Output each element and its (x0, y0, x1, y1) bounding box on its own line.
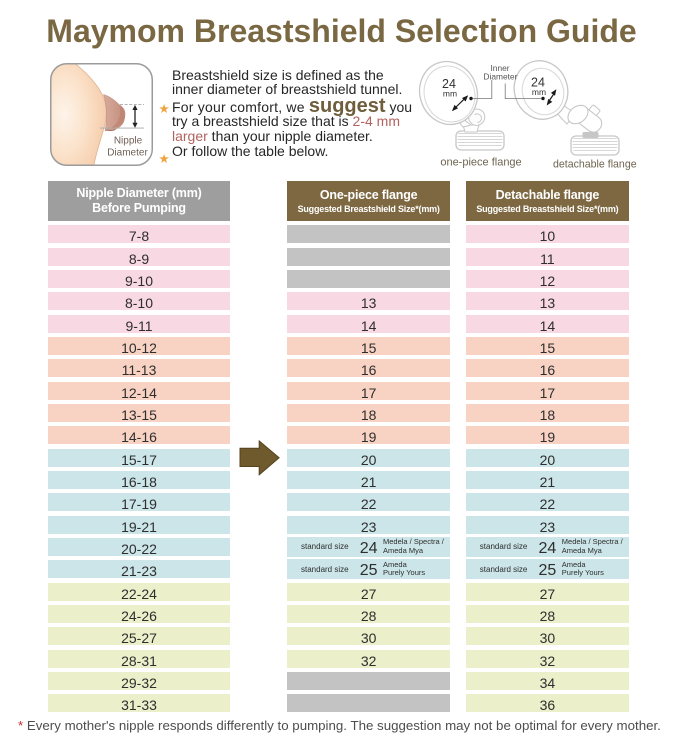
svg-text:mm: mm (532, 87, 546, 97)
svg-text:Diameter: Diameter (483, 72, 517, 82)
svg-text:mm: mm (443, 89, 457, 99)
svg-text:Diameter: Diameter (107, 148, 148, 159)
svg-text:Inner: Inner (490, 63, 509, 73)
svg-text:24: 24 (442, 77, 456, 91)
svg-text:Nipple: Nipple (113, 136, 142, 147)
svg-text:24: 24 (531, 76, 545, 90)
svg-text:one-piece flange: one-piece flange (440, 157, 521, 169)
svg-text:detachable flange: detachable flange (553, 159, 637, 171)
